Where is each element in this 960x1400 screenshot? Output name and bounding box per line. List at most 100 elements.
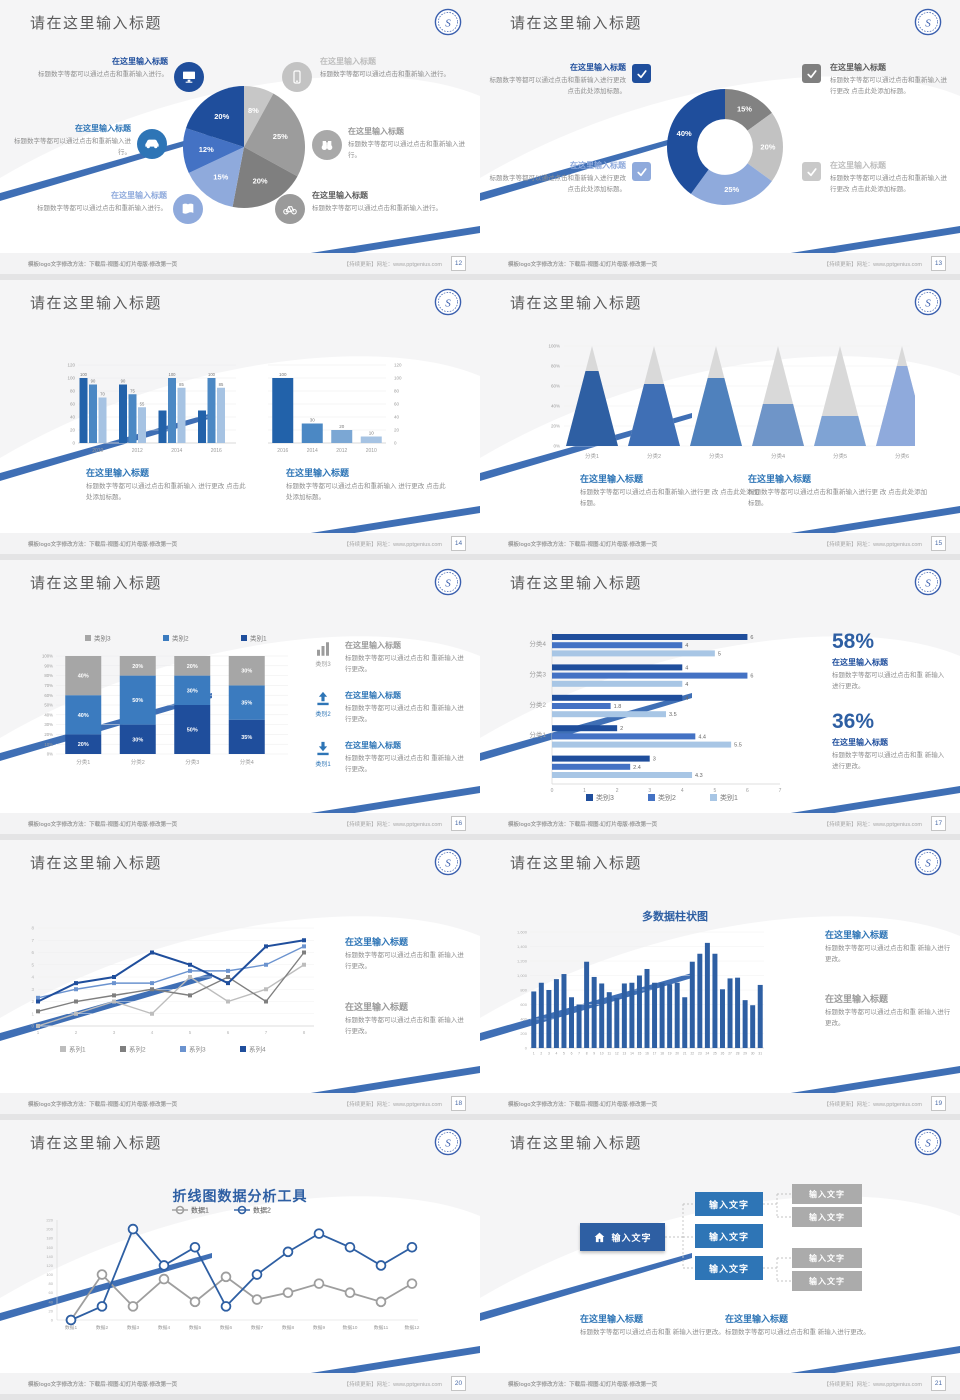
footer-right-text: 【持续更新】网址：www.pptgenius.com bbox=[343, 1382, 442, 1388]
svg-text:3.5: 3.5 bbox=[669, 712, 677, 718]
svg-text:2: 2 bbox=[540, 1052, 542, 1056]
svg-text:分类4: 分类4 bbox=[529, 639, 546, 648]
svg-text:10%: 10% bbox=[44, 742, 53, 747]
svg-text:7: 7 bbox=[578, 1052, 580, 1056]
slide-18[interactable]: 请在这里输入标题 S 0 1 2 3 4 5 6 7 8 1 2 3 4 5 6 7 8 系列1 系列2 系列3 系列4… bbox=[0, 840, 480, 1120]
svg-text:S: S bbox=[445, 1137, 451, 1149]
svg-text:20: 20 bbox=[339, 424, 345, 429]
callout-title: 在这里输入标题 bbox=[75, 124, 131, 133]
svg-text:1,400: 1,400 bbox=[517, 944, 528, 949]
checkbox-icon[interactable] bbox=[802, 162, 821, 181]
node-label: 输入文字 bbox=[809, 1276, 845, 1286]
callout-body: 标题数字等都可以通过点击和重新输入进行。 bbox=[320, 71, 450, 78]
footer-left-text: 模板logo文字修改方法：下载后-视图-幻灯片母版-修改第一页 bbox=[508, 1102, 658, 1108]
svg-text:40: 40 bbox=[394, 415, 400, 420]
slide-21[interactable]: 请在这里输入标题 S 输入文字 输入文字 输入文字 输入文字 输入文字 输入文字… bbox=[480, 1120, 960, 1400]
text-block: 在这里输入标题 标题数字等都可以通过点击和重新输入进行更 改 点击此处添加标题。 bbox=[748, 472, 928, 509]
block-title: 在这里输入标题 bbox=[832, 738, 888, 747]
donut-chart: 15% 20% 25% 40% bbox=[667, 89, 783, 205]
slide-19[interactable]: 请在这里输入标题 S 多数据柱状图 0 200 400 600 800 1,000 1,20… bbox=[480, 840, 960, 1120]
svg-text:20: 20 bbox=[394, 428, 400, 433]
block-body: 标题数字等都可以通过点击和重 新输入进行更改。 bbox=[725, 1329, 870, 1336]
slide-16[interactable]: 请在这里输入标题 S 类别3 类别2 类别1 0% 10% 20% 30% 40% 50% 60%… bbox=[0, 560, 480, 840]
slide-title: 请在这里输入标题 bbox=[30, 575, 163, 592]
tree-leaf[interactable]: 输入文字 bbox=[792, 1248, 862, 1268]
block-body: 标题数字等都可以通过点击和重 新输入进行更改。 bbox=[832, 752, 945, 770]
svg-text:2012: 2012 bbox=[336, 448, 347, 454]
node-label: 输入文字 bbox=[611, 1232, 652, 1243]
item-body: 标题数字等都可以通过点击和 重新输入进行更改。 bbox=[345, 755, 464, 773]
svg-text:6: 6 bbox=[571, 1052, 573, 1056]
footer-right-text: 【持续更新】网址：www.pptgenius.com bbox=[343, 542, 442, 548]
slide-card: 请在这里输入标题 S 类别3 类别2 类别1 0% 10% 20% 30% 40% 50% 60%… bbox=[0, 560, 480, 834]
svg-text:19: 19 bbox=[668, 1052, 672, 1056]
svg-text:数据7: 数据7 bbox=[251, 1324, 264, 1331]
footer-right-text: 【持续更新】网址：www.pptgenius.com bbox=[343, 1102, 442, 1108]
node-label: 输入文字 bbox=[809, 1189, 845, 1199]
svg-text:200: 200 bbox=[520, 1031, 527, 1036]
svg-text:3: 3 bbox=[31, 987, 34, 992]
tree-node[interactable]: 输入文字 bbox=[695, 1256, 763, 1280]
slide-17[interactable]: 请在这里输入标题 S 分类4 6 4 5 分类3 4 6 4 分类2 4 1.8 3.5 分类1 2 4.4… bbox=[480, 560, 960, 840]
svg-text:17: 17 bbox=[653, 1052, 657, 1056]
item-tag: 类别3 bbox=[315, 662, 331, 668]
footer-left-text: 模板logo文字修改方法：下载后-视图-幻灯片母版-修改第一页 bbox=[28, 262, 178, 268]
stacked-bar-chart: 类别3 类别2 类别1 0% 10% 20% 30% 40% 50% 60% 70% 80% 90% 10… bbox=[42, 634, 288, 766]
svg-text:S: S bbox=[445, 17, 451, 29]
slide-footer: 模板logo文字修改方法：下载后-视图-幻灯片母版-修改第一页 【持续更新】网址… bbox=[480, 533, 960, 554]
svg-text:20%: 20% bbox=[44, 732, 53, 737]
list-item: 在这里输入标题 标题数字等都可以通过点击和 重新输入进行更改。 bbox=[345, 740, 467, 775]
bar-chart: 0 20 40 60 80 100 120 100 2016 30 2014 20 2012 10 2010 bbox=[268, 363, 402, 454]
download-icon: 类别1 bbox=[310, 740, 336, 768]
slide-14[interactable]: 请在这里输入标题 S 0 20 40 60 80 100 120 2010 100 90 70 201… bbox=[0, 280, 480, 560]
footer-left-text: 模板logo文字修改方法：下载后-视图-幻灯片母版-修改第一页 bbox=[28, 822, 178, 828]
svg-text:6: 6 bbox=[227, 1030, 230, 1035]
checkbox-icon[interactable] bbox=[632, 64, 651, 83]
block-body: 标题数字等都可以通过点击和重 新输入进行更改。 bbox=[345, 952, 464, 970]
svg-text:4: 4 bbox=[685, 643, 688, 649]
svg-text:31: 31 bbox=[758, 1052, 762, 1056]
school-logo-icon: S bbox=[434, 8, 462, 36]
svg-text:70%: 70% bbox=[44, 683, 53, 688]
text-block: 在这里输入标题 标题数字等都可以通过点击和重新输入进行更 改 点击此处添加标题。 bbox=[580, 472, 760, 509]
slide-title: 请在这里输入标题 bbox=[510, 295, 643, 312]
callout: 在这里输入标题 标题数字等都可以通过点击和重新输入进行更改 点击此处添加标题。 bbox=[830, 160, 950, 195]
tree-leaf[interactable]: 输入文字 bbox=[792, 1184, 862, 1204]
svg-text:140: 140 bbox=[46, 1254, 53, 1259]
svg-text:11: 11 bbox=[608, 1052, 612, 1056]
svg-text:0: 0 bbox=[525, 1046, 528, 1051]
svg-text:类别2: 类别2 bbox=[658, 793, 676, 802]
binoculars-icon bbox=[312, 130, 342, 160]
monitor-icon bbox=[174, 62, 204, 92]
svg-text:25: 25 bbox=[713, 1052, 717, 1056]
svg-text:1,200: 1,200 bbox=[517, 959, 528, 964]
slide-15[interactable]: 请在这里输入标题 S 0% 20% 40% 60% 80% 100% 分类1 分类2 分类3 分类… bbox=[480, 280, 960, 560]
tree-node[interactable]: 输入文字 bbox=[695, 1192, 763, 1216]
svg-text:16: 16 bbox=[645, 1052, 649, 1056]
svg-text:40%: 40% bbox=[551, 404, 560, 409]
svg-text:S: S bbox=[925, 1137, 931, 1149]
checkbox-icon[interactable] bbox=[802, 64, 821, 83]
svg-text:20%: 20% bbox=[551, 424, 560, 429]
slide-footer: 模板logo文字修改方法：下载后-视图-幻灯片母版-修改第一页 【持续更新】网址… bbox=[480, 1373, 960, 1394]
tree-leaf[interactable]: 输入文字 bbox=[792, 1271, 862, 1291]
slide-footer: 模板logo文字修改方法：下载后-视图-幻灯片母版-修改第一页 【持续更新】网址… bbox=[0, 533, 480, 554]
tree-node[interactable]: 输入文字 bbox=[695, 1224, 763, 1248]
svg-text:50%: 50% bbox=[132, 698, 143, 704]
svg-text:3: 3 bbox=[648, 788, 651, 794]
svg-text:35%: 35% bbox=[241, 701, 252, 707]
block-body: 标题数字等都可以通过点击和重新输入 进行更改 点击此处添加标题。 bbox=[286, 483, 446, 501]
callout-body: 标题数字等都可以通过点击和重新输入进行。 bbox=[348, 141, 465, 159]
checkbox-icon[interactable] bbox=[632, 162, 651, 181]
slide-13[interactable]: 请在这里输入标题 S 15% 20% 25% 40% 在这里输入标题 标题数字等都可以… bbox=[480, 0, 960, 280]
slide-12[interactable]: 请在这里输入标题 S 8% 25% 20% 15% 12% 20% 在这里输入标题 标题数… bbox=[0, 0, 480, 280]
tree-leaf[interactable]: 输入文字 bbox=[792, 1207, 862, 1227]
node-label: 输入文字 bbox=[809, 1212, 845, 1222]
slide-20[interactable]: 请在这里输入标题 S 折线图数据分析工具 数据1 数据2 0 20 40 60 80 100 1… bbox=[0, 1120, 480, 1400]
slide-card: 请在这里输入标题 S 8% 25% 20% 15% 12% 20% 在这里输入标题 标题数… bbox=[0, 0, 480, 274]
svg-text:30%: 30% bbox=[241, 669, 252, 675]
svg-text:120: 120 bbox=[67, 363, 75, 368]
svg-text:1: 1 bbox=[37, 1030, 40, 1035]
tree-root-node[interactable]: 输入文字 bbox=[580, 1223, 665, 1251]
